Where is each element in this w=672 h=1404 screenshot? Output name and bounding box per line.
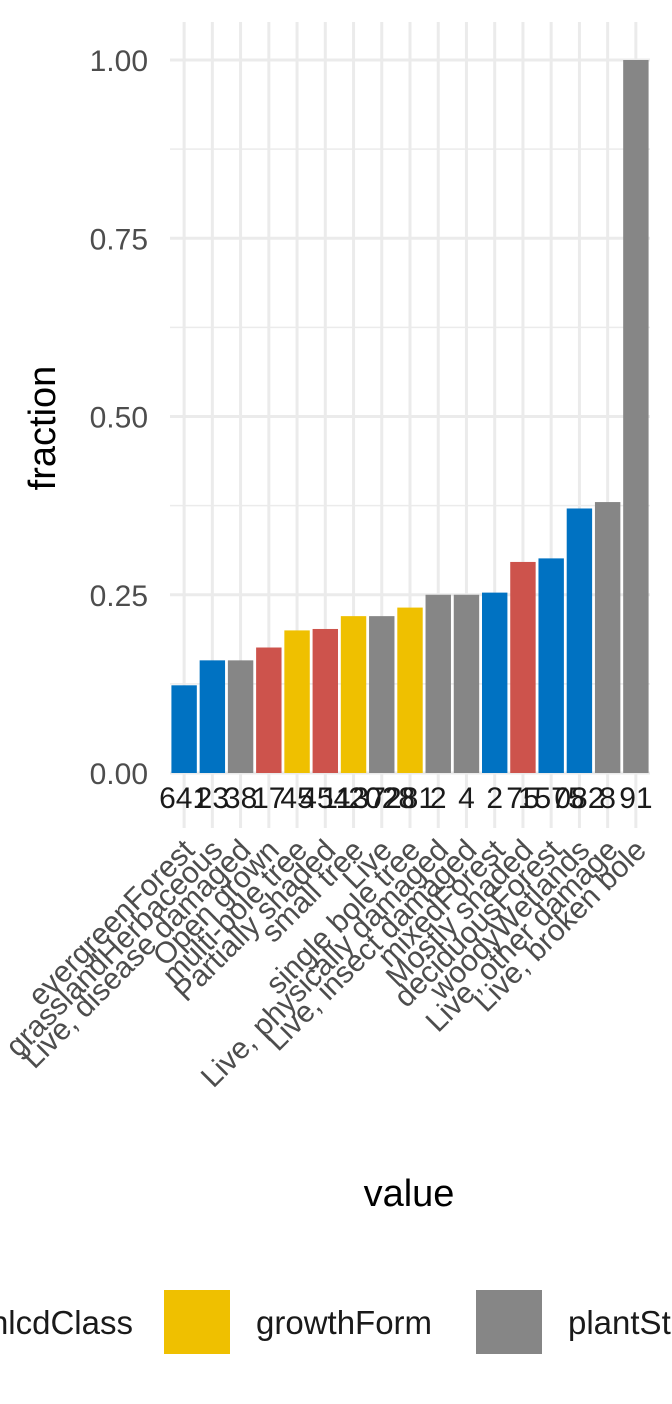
x-axis-ticks: evergreenForestgrasslandHerbaceousLive, … (0, 833, 653, 1094)
bar-count-label: 4 (458, 782, 475, 815)
bar-count-label: 2028 (348, 782, 415, 815)
bar-live-insect-damaged (453, 594, 480, 773)
bar-count-label: 281 (385, 782, 435, 815)
bar-count-label: 8 (599, 782, 616, 815)
bar-grasslandherbaceous (199, 660, 226, 773)
y-tick-label: 0.00 (90, 758, 148, 791)
legend: nlcdClass growthForm plantSt (0, 1290, 671, 1354)
legend-swatch-plantStatus (476, 1290, 542, 1354)
bar-count-label: 454 (300, 782, 350, 815)
bar-count-label: 45 (280, 782, 313, 815)
bar-single-bole-tree (397, 607, 423, 773)
y-axis-ticks: 0.00 0.25 0.50 0.75 1.00 (90, 45, 148, 791)
y-tick-label: 0.75 (90, 223, 148, 256)
y-tick-label: 0.50 (90, 402, 148, 435)
bar-count-label: 641 (159, 782, 209, 815)
y-tick-label: 1.00 (90, 45, 148, 78)
bar-count-label: 082 (554, 782, 604, 815)
bars (171, 60, 649, 773)
bar-count-label: 38 (224, 782, 257, 815)
bar-mostly-shaded (510, 561, 536, 773)
bar-live-other-damage (594, 502, 621, 773)
legend-label-growthForm: growthForm (256, 1304, 432, 1341)
bar-count-label: 1575 (518, 782, 585, 815)
bar-deciduousforest (538, 558, 564, 773)
bar-count-label: 2 (486, 782, 503, 815)
x-axis-title: value (364, 1173, 455, 1215)
bar-count-label: 17 (252, 782, 285, 815)
bar-live (369, 616, 395, 773)
bar-count-label: 1137 (321, 782, 386, 815)
legend-swatch-growthForm (164, 1290, 230, 1354)
y-axis-title: fraction (22, 366, 64, 491)
bar-live-physically-damaged (425, 594, 451, 773)
bar-count-label: 91 (619, 782, 652, 815)
bar-count-label: 2 (430, 782, 447, 815)
bar-partially-shaded (312, 628, 338, 773)
bar-small-tree (340, 616, 367, 773)
bar-mixedforest (482, 592, 508, 773)
bar-count-label: 23 (196, 782, 229, 815)
bar-open-grown (256, 647, 282, 773)
bar-evergreenforest (171, 685, 197, 773)
y-tick-label: 0.25 (90, 580, 148, 613)
legend-label-plantStatus: plantSt (568, 1304, 671, 1341)
legend-label-nlcdClass: nlcdClass (0, 1304, 133, 1341)
bar-multi-bole-tree (284, 630, 310, 773)
bar-woodywetlands (566, 508, 593, 773)
bar-live-disease-damaged (227, 660, 254, 773)
bar-live-broken-bole (623, 60, 649, 773)
bar-count-label: 75 (506, 782, 539, 815)
